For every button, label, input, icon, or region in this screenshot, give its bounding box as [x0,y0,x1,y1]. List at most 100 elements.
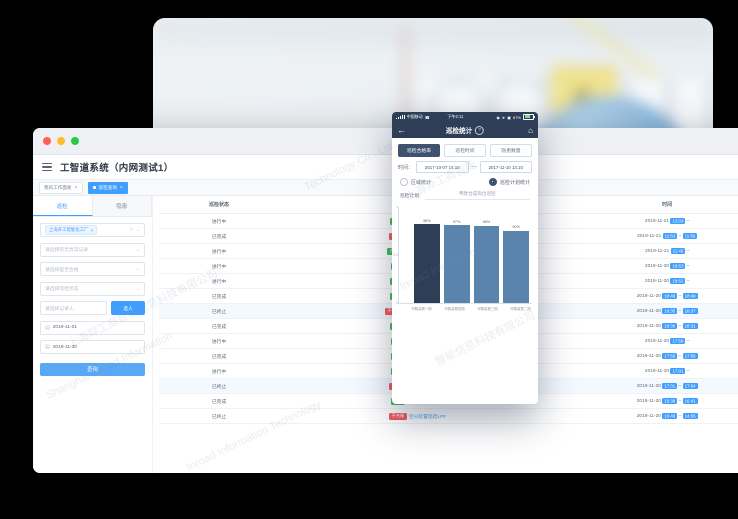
bar-value-label: 97% [452,219,461,224]
clear-icon[interactable]: × [129,227,133,233]
chevron-down-icon[interactable]: ⌄ [135,266,140,272]
end-date-input[interactable]: ▤ 2019-11-30 [40,340,145,354]
back-arrow-icon[interactable]: ← [397,124,406,135]
mode-radio-group: 区域统计 巡检计划统计 [392,178,538,191]
bar-column[interactable]: 96% [473,207,500,303]
segment-inspection-time[interactable]: 巡检时间 [444,144,486,157]
plan-value[interactable]: 甲醇合成岗位巡检 [424,191,530,200]
sidebar-tab-hazard[interactable]: 隐患 [92,196,152,216]
tab-workbench-label: 我的工作面板 [44,184,72,190]
phone-title: 巡检统计 [445,128,473,135]
tab-inspection-query[interactable]: 巡检查询 × [87,181,128,194]
bar-value-label: 98% [423,218,431,223]
cell-time: 2019-11-20 16:38 – 16:41 [556,393,738,410]
radio-plan-stats[interactable]: 巡检计划统计 [488,178,530,186]
select-actions: × ⌄ [130,227,140,233]
abnormal-record-select[interactable]: 请选择有无异常记录 ⌄ [40,242,145,257]
window-titlebar [33,128,738,155]
bar-column[interactable]: 90% [503,207,529,303]
clock-label: 下午2:11 [447,114,464,119]
start-datetime-field[interactable]: 2017-10-07 14:10 [416,161,469,173]
cell-status: 已完成 [159,288,280,305]
end-datetime-field[interactable]: 2017-11-10 14:10 [479,161,533,173]
bar-value-label: 96% [482,220,491,225]
cell-status: 进行中 [159,333,280,350]
phone-nav-bar: ← 巡检统计 ? ⌂ [392,122,538,138]
chip-close-icon[interactable]: × [90,227,94,233]
pass-rate-bar-chart: 0 0.5 1 98% 97% 96% 90% [393,205,532,305]
sidebar-tab-inspection[interactable]: 巡检 [33,196,93,216]
cell-time: 2019-11-21 11:49 – [556,243,738,260]
radio-area-stats[interactable]: 区域统计 [400,178,431,186]
end-date-value: 2019-11-30 [52,344,77,350]
bar-column[interactable]: 98% [414,207,440,303]
alarm-icon: ▣ [507,114,511,120]
battery-percent: 67% [512,114,521,120]
close-icon[interactable]: × [74,184,78,191]
calendar-icon: ▤ [45,324,50,331]
recorder-input[interactable]: 请选择记录人 [40,301,107,315]
segment-hazard-count[interactable]: 隐患数量 [490,144,532,157]
battery-icon [523,113,535,121]
close-button[interactable] [43,137,51,145]
cell-time: 2019-11-20 17:01 – 17:04 [556,378,738,395]
x-axis-labels: 甲醇装置一期 甲醇装置四期 甲醇装置三期 甲醇装置二期 [392,304,538,311]
bar[interactable] [414,224,440,303]
chevron-down-icon[interactable]: ⌄ [135,227,140,233]
mobile-app-window: 中国移动 ☎ 下午2:11 ◉ ➤ ▣ 67% ← 巡检统计 ? ⌂ 巡检合格率… [392,112,538,404]
close-icon[interactable]: × [119,184,123,191]
cell-status: 进行中 [159,258,280,275]
hamburger-icon[interactable] [42,162,52,172]
question-mark-icon[interactable]: ? [475,125,485,135]
pick-person-button[interactable]: 选人 [111,301,145,315]
cell-status: 已终止 [159,378,280,395]
bar-column[interactable]: 97% [443,207,470,303]
rotation-lock-icon: ◉ [496,114,500,120]
start-date-input[interactable]: ▤ 2019-11-01 [40,320,145,335]
abnormal-record-placeholder: 请选择有无异常记录 [45,248,89,253]
qualified-placeholder: 请选择是否合格 [45,267,79,273]
minimize-button[interactable] [57,137,65,145]
tab-workbench[interactable]: 我的工作面板 × [39,181,83,194]
content-area: 巡检 隐患 上海开工智能化工厂 × × ⌄ [33,196,738,473]
time-filter-label: 时间： [398,164,414,171]
chevron-down-icon[interactable]: ⌄ [135,285,140,292]
x-tick-label: 甲醇装置二期 [510,307,531,311]
plant-select[interactable]: 上海开工智能化工厂 × × ⌄ [40,223,145,237]
y-axis: 0 0.5 1 [392,205,399,305]
location-icon: ➤ [501,114,506,120]
bar[interactable] [503,230,529,303]
segment-pass-rate[interactable]: 巡检合格率 [398,144,440,157]
plan-label: 巡检计划: [400,194,421,199]
status-right: ◉ ➤ ▣ 67% [496,113,535,121]
home-icon[interactable]: ⌂ [528,125,533,135]
cell-time: 2019-11-20 17:55 – 17:56 [556,348,738,365]
col-time: 时间 [556,196,738,214]
bar[interactable] [443,225,470,303]
cell-time: 2019-11-20 18:48 – 18:49 [556,288,738,305]
filter-sidebar: 巡检 隐患 上海开工智能化工厂 × × ⌄ [33,196,153,473]
cell-status: 已终止 [159,408,280,425]
cell-status: 进行中 [159,273,280,290]
sidebar-tabs: 巡检 隐患 [33,196,152,217]
radio-area-stats-label: 区域统计 [411,179,432,186]
x-tick-label: 甲醇装置三期 [477,307,498,311]
col-status: 巡检状态 [159,196,280,214]
cell-status: 已终止 [159,303,280,320]
cell-time: 2019-11-20 17:01 – [556,363,738,380]
wifi-icon: ☎ [424,114,430,120]
qualified-select[interactable]: 请选择是否合格 ⌄ [40,262,145,276]
query-button[interactable]: 查询 [40,362,145,376]
inspection-status-placeholder: 请选择巡检状态 [45,287,79,292]
inspection-status-select[interactable]: 请选择巡检状态 ⌄ [40,281,145,296]
bar[interactable] [473,225,500,303]
chevron-down-icon[interactable]: ⌄ [135,246,140,253]
zoom-button[interactable] [71,137,79,145]
signal-icon [396,114,405,120]
filter-form: 上海开工智能化工厂 × × ⌄ 请选择有无异常记录 ⌄ 请选择是否合格 [33,217,152,382]
plan-link[interactable]: 空分装置巡检LPF [408,414,447,420]
radio-plan-stats-label: 巡检计划统计 [499,179,530,186]
y-tick-label: 0 [396,301,398,305]
